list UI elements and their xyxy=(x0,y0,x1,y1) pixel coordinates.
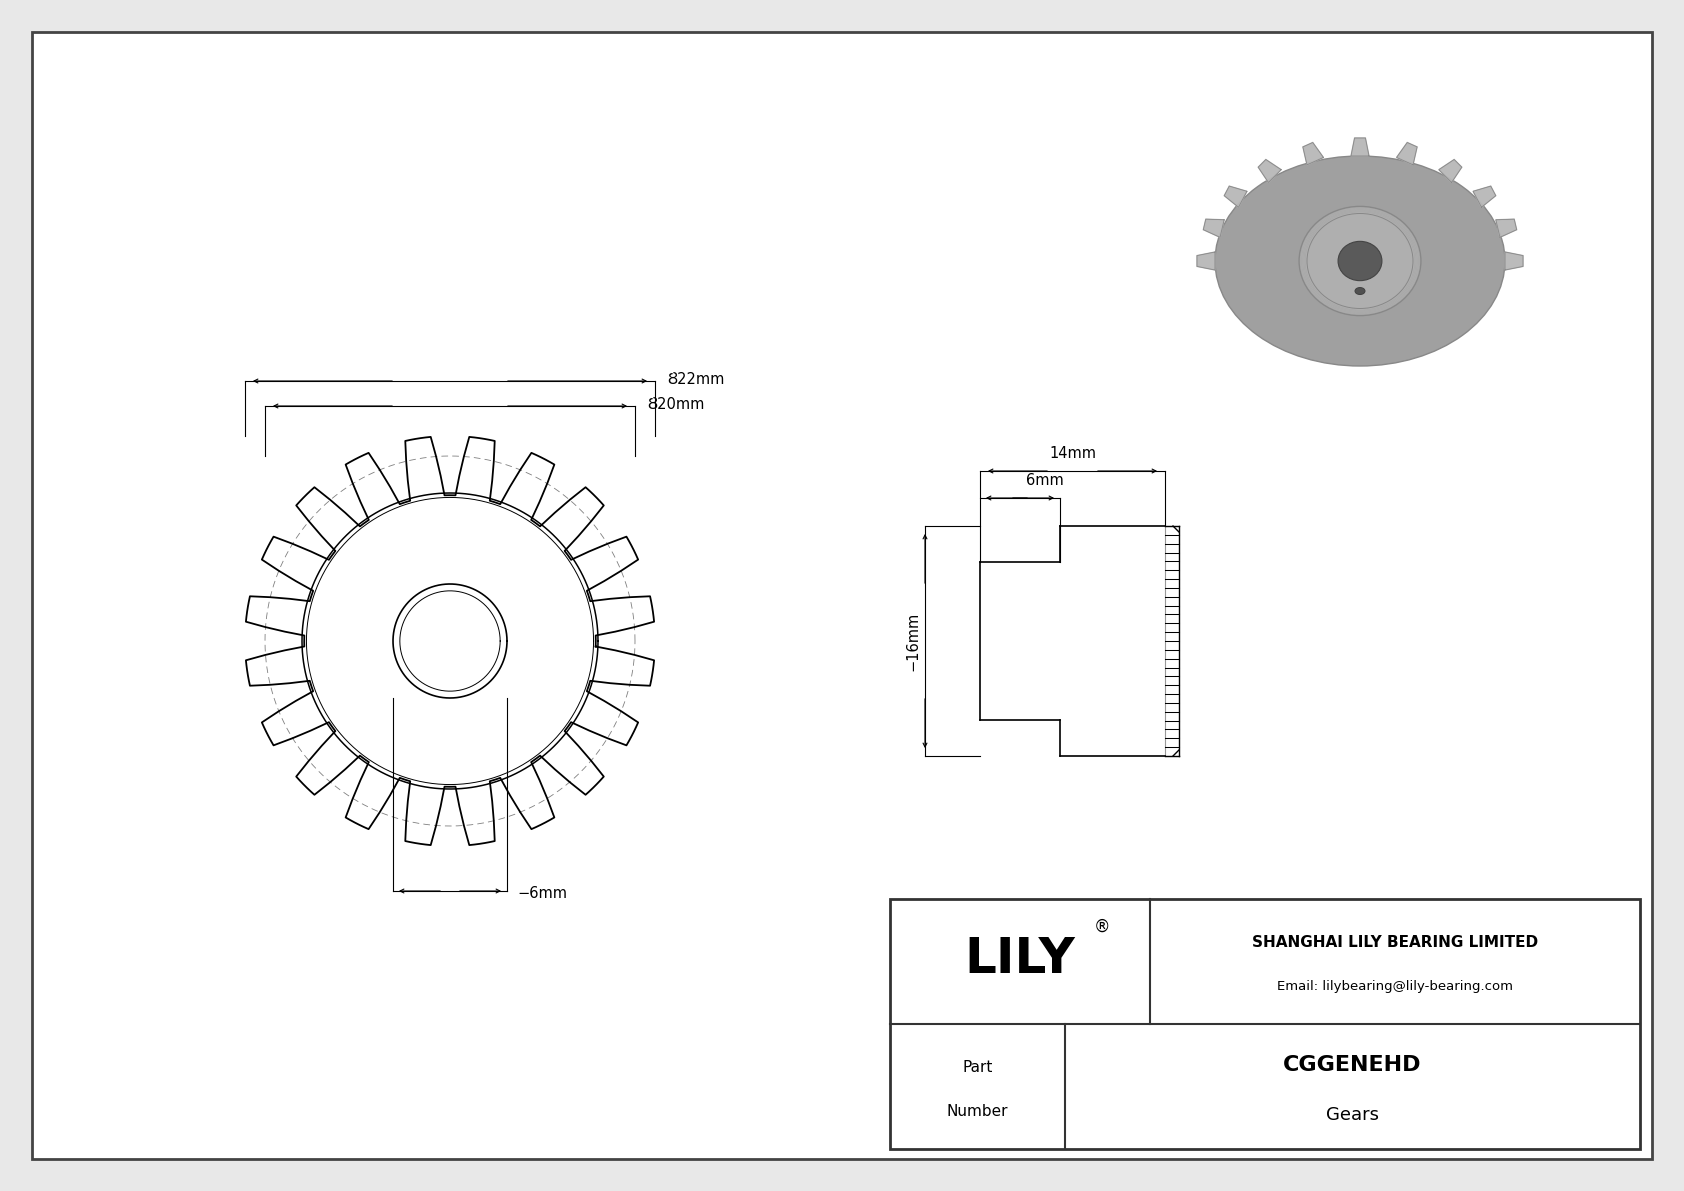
Text: CGGENEHD: CGGENEHD xyxy=(1283,1055,1421,1075)
Ellipse shape xyxy=(1298,206,1421,316)
Polygon shape xyxy=(1495,219,1517,237)
Bar xyxy=(891,899,1640,1149)
Polygon shape xyxy=(1204,219,1224,237)
Polygon shape xyxy=(1396,143,1418,164)
Text: Number: Number xyxy=(946,1104,1009,1120)
Text: LILY: LILY xyxy=(965,935,1076,983)
Text: Ȣ20mm: Ȣ20mm xyxy=(647,397,704,412)
Polygon shape xyxy=(1197,252,1214,270)
Text: ®: ® xyxy=(1093,917,1110,935)
Text: −6mm: −6mm xyxy=(517,885,568,900)
Text: −16mm: −16mm xyxy=(906,611,921,671)
Polygon shape xyxy=(1258,160,1282,182)
Polygon shape xyxy=(1505,252,1522,270)
Ellipse shape xyxy=(1339,242,1383,281)
Polygon shape xyxy=(1224,186,1246,207)
Text: 14mm: 14mm xyxy=(1049,445,1096,461)
Text: 6mm: 6mm xyxy=(1026,473,1064,488)
Ellipse shape xyxy=(1214,156,1505,366)
Text: Email: lilybearing@lily-bearing.com: Email: lilybearing@lily-bearing.com xyxy=(1276,980,1512,993)
Text: Gears: Gears xyxy=(1325,1106,1379,1124)
Polygon shape xyxy=(1438,160,1462,182)
Polygon shape xyxy=(1351,138,1369,156)
Text: SHANGHAI LILY BEARING LIMITED: SHANGHAI LILY BEARING LIMITED xyxy=(1251,935,1537,950)
Ellipse shape xyxy=(1307,213,1413,308)
Text: Part: Part xyxy=(962,1060,992,1075)
Text: Ȣ22mm: Ȣ22mm xyxy=(667,372,724,387)
Polygon shape xyxy=(1474,186,1495,207)
Polygon shape xyxy=(1303,143,1324,164)
Ellipse shape xyxy=(1356,287,1366,294)
